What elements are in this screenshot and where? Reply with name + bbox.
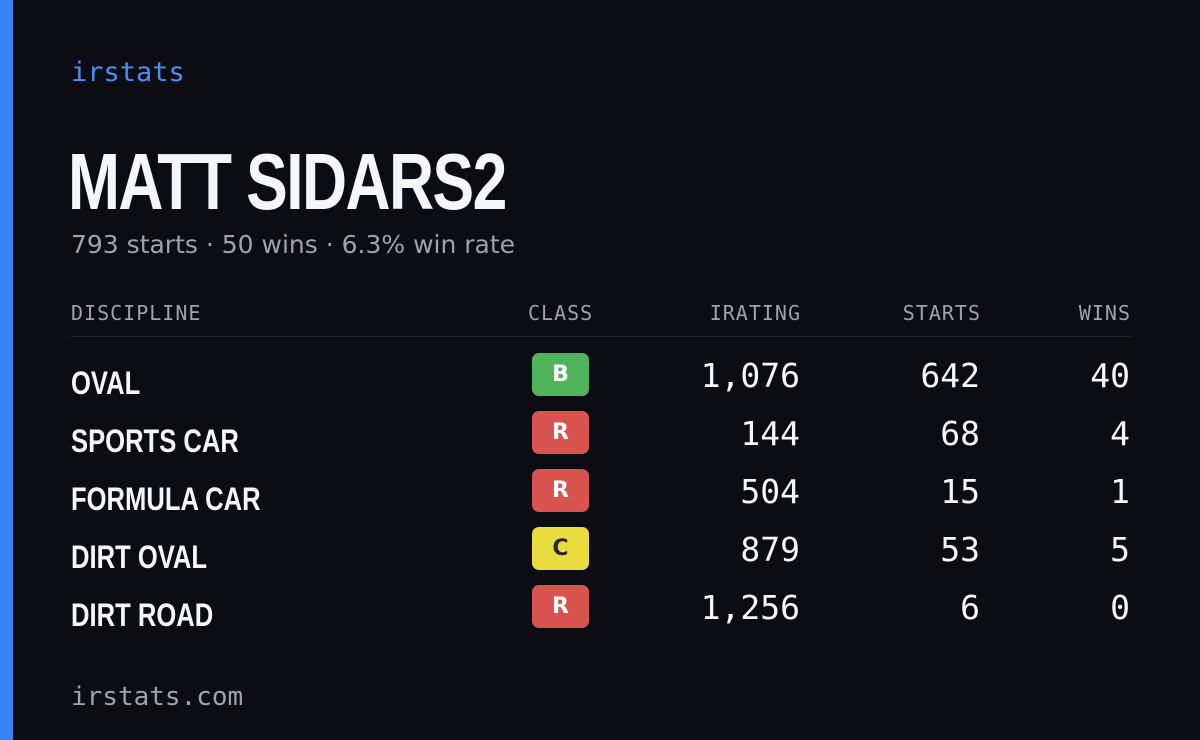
header-wins: WINS bbox=[1078, 301, 1131, 325]
starts-value: 15 bbox=[940, 472, 980, 511]
wins-value: 40 bbox=[1090, 356, 1130, 395]
starts-value: 53 bbox=[940, 530, 980, 569]
wins-value: 4 bbox=[1110, 414, 1130, 453]
table-row: FORMULA CAR R 504 15 1 bbox=[71, 469, 1131, 527]
table-row: OVAL B 1,076 642 40 bbox=[71, 353, 1131, 411]
wins-value: 0 bbox=[1110, 588, 1130, 627]
table-row: DIRT ROAD R 1,256 6 0 bbox=[71, 585, 1131, 643]
player-summary: 793 starts · 50 wins · 6.3% win rate bbox=[71, 230, 516, 259]
license-class-badge: C bbox=[532, 527, 589, 570]
wins-value: 5 bbox=[1110, 530, 1130, 569]
discipline-name: OVAL bbox=[71, 365, 141, 401]
brand-logo-text: irstats bbox=[71, 57, 185, 88]
license-class-badge: R bbox=[532, 469, 589, 512]
starts-value: 6 bbox=[960, 588, 980, 627]
header-discipline: DISCIPLINE bbox=[71, 301, 202, 325]
license-class-badge: R bbox=[532, 411, 589, 454]
irating-value: 1,256 bbox=[700, 588, 800, 627]
footer-site-url: irstats.com bbox=[71, 682, 244, 712]
license-class-badge: R bbox=[532, 585, 589, 628]
discipline-name: SPORTS CAR bbox=[71, 423, 239, 459]
player-name: MATT SIDARS2 bbox=[68, 137, 507, 226]
irating-value: 504 bbox=[740, 472, 800, 511]
table-row: SPORTS CAR R 144 68 4 bbox=[71, 411, 1131, 469]
discipline-name: DIRT ROAD bbox=[71, 597, 214, 633]
header-class: CLASS bbox=[528, 301, 594, 325]
wins-value: 1 bbox=[1110, 472, 1130, 511]
license-class-badge: B bbox=[532, 353, 589, 396]
discipline-name: FORMULA CAR bbox=[71, 481, 261, 517]
starts-value: 642 bbox=[920, 356, 980, 395]
table-row: DIRT OVAL C 879 53 5 bbox=[71, 527, 1131, 585]
starts-value: 68 bbox=[940, 414, 980, 453]
irating-value: 144 bbox=[740, 414, 800, 453]
irating-value: 879 bbox=[740, 530, 800, 569]
discipline-name: DIRT OVAL bbox=[71, 539, 208, 575]
discipline-stats-table: DISCIPLINE CLASS IRATING STARTS WINS OVA… bbox=[71, 298, 1131, 643]
table-header: DISCIPLINE CLASS IRATING STARTS WINS bbox=[71, 298, 1131, 337]
header-starts: STARTS bbox=[902, 301, 981, 325]
header-irating: IRATING bbox=[709, 301, 801, 325]
irating-value: 1,076 bbox=[700, 356, 800, 395]
accent-bar bbox=[0, 0, 13, 740]
table-body: OVAL B 1,076 642 40 SPORTS CAR R 144 68 … bbox=[71, 337, 1131, 643]
